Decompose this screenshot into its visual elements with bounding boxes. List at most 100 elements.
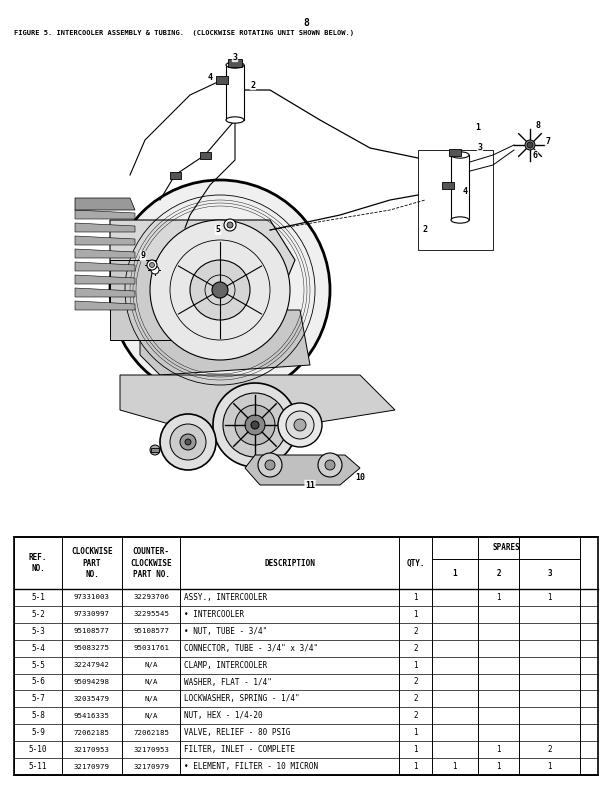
Polygon shape — [75, 288, 135, 297]
Ellipse shape — [226, 117, 244, 123]
Text: N/A: N/A — [144, 662, 158, 668]
Circle shape — [525, 140, 535, 150]
Bar — [226, 65, 244, 120]
Text: 2: 2 — [413, 677, 418, 687]
Text: • ELEMENT, FILTER - 10 MICRON: • ELEMENT, FILTER - 10 MICRON — [184, 762, 319, 771]
Bar — [451, 155, 469, 220]
Text: 2: 2 — [548, 745, 552, 754]
Text: 95031761: 95031761 — [133, 645, 170, 651]
Circle shape — [150, 445, 160, 455]
Text: 1: 1 — [413, 610, 418, 619]
Circle shape — [185, 439, 191, 445]
Text: N/A: N/A — [144, 713, 158, 719]
Text: DESCRIPTION: DESCRIPTION — [264, 558, 315, 568]
Text: 8: 8 — [303, 18, 309, 28]
Text: 2: 2 — [413, 711, 418, 720]
Circle shape — [258, 453, 282, 477]
Text: 5-10: 5-10 — [29, 745, 47, 754]
Text: 5-5: 5-5 — [31, 661, 45, 669]
Text: QTY.: QTY. — [406, 558, 425, 568]
Text: COUNTER-
CLOCKWISE
PART NO.: COUNTER- CLOCKWISE PART NO. — [130, 547, 172, 579]
Text: N/A: N/A — [144, 679, 158, 685]
Text: 1: 1 — [453, 569, 457, 578]
Ellipse shape — [451, 217, 469, 223]
Polygon shape — [140, 310, 310, 375]
Text: 5-2: 5-2 — [31, 610, 45, 619]
Text: 1: 1 — [413, 745, 418, 754]
Bar — [14, 537, 598, 775]
Circle shape — [160, 414, 216, 470]
Text: 72062185: 72062185 — [74, 729, 110, 736]
Circle shape — [150, 220, 290, 360]
Text: • INTERCOOLER: • INTERCOOLER — [184, 610, 245, 619]
Text: 11: 11 — [305, 481, 315, 489]
Text: 2: 2 — [422, 226, 428, 234]
Circle shape — [151, 266, 159, 274]
Text: 9: 9 — [141, 252, 146, 261]
Text: 32295545: 32295545 — [133, 611, 170, 617]
Circle shape — [278, 403, 322, 447]
Text: 97330997: 97330997 — [74, 611, 110, 617]
Text: 32170953: 32170953 — [74, 747, 110, 752]
Text: 5-9: 5-9 — [31, 728, 45, 737]
Polygon shape — [110, 220, 295, 340]
Text: 1: 1 — [496, 593, 501, 602]
Circle shape — [235, 405, 275, 445]
Circle shape — [527, 142, 533, 148]
Text: WASHER, FLAT - 1/4": WASHER, FLAT - 1/4" — [184, 677, 272, 687]
Polygon shape — [120, 375, 395, 430]
Bar — [216, 76, 228, 84]
Bar — [418, 150, 493, 250]
Text: SPARES: SPARES — [492, 543, 520, 553]
Circle shape — [227, 222, 233, 228]
Text: N/A: N/A — [144, 696, 158, 702]
Polygon shape — [75, 198, 135, 210]
Circle shape — [265, 460, 275, 470]
Text: 1: 1 — [496, 745, 501, 754]
Text: CLAMP, INTERCOOLER: CLAMP, INTERCOOLER — [184, 661, 267, 669]
Circle shape — [149, 262, 154, 268]
Text: FIGURE 5. INTERCOOLER ASSEMBLY & TUBING.  (CLOCKWISE ROTATING UNIT SHOWN BELOW.): FIGURE 5. INTERCOOLER ASSEMBLY & TUBING.… — [14, 30, 354, 36]
Text: 10: 10 — [355, 474, 365, 482]
Polygon shape — [245, 455, 360, 485]
Text: REF.
NO.: REF. NO. — [29, 553, 47, 573]
Text: 95083275: 95083275 — [74, 645, 110, 651]
Circle shape — [223, 393, 287, 457]
Polygon shape — [75, 210, 135, 219]
Text: 5-7: 5-7 — [31, 695, 45, 703]
Text: 1: 1 — [413, 762, 418, 771]
Text: 5-11: 5-11 — [29, 762, 47, 771]
Text: 5-1: 5-1 — [31, 593, 45, 602]
Text: 2: 2 — [413, 626, 418, 636]
Circle shape — [170, 424, 206, 460]
Text: CLOCKWISE
PART
NO.: CLOCKWISE PART NO. — [71, 547, 113, 579]
Text: 1: 1 — [476, 124, 480, 132]
Text: 32170953: 32170953 — [133, 747, 170, 752]
Text: 95108577: 95108577 — [133, 628, 170, 634]
Text: NUT, HEX - 1/4-20: NUT, HEX - 1/4-20 — [184, 711, 263, 720]
Circle shape — [245, 415, 265, 435]
Text: 1: 1 — [413, 728, 418, 737]
Text: 1: 1 — [453, 762, 457, 771]
Text: 2: 2 — [250, 81, 255, 89]
Text: 72062185: 72062185 — [133, 729, 170, 736]
Text: 2: 2 — [413, 644, 418, 653]
Polygon shape — [110, 260, 175, 340]
Text: FILTER, INLET - COMPLETE: FILTER, INLET - COMPLETE — [184, 745, 296, 754]
Circle shape — [147, 260, 157, 270]
Text: 2: 2 — [496, 569, 501, 578]
Text: 4: 4 — [207, 74, 212, 82]
Circle shape — [213, 383, 297, 467]
Text: 8: 8 — [536, 120, 540, 130]
Circle shape — [190, 260, 250, 320]
Polygon shape — [75, 236, 135, 245]
Text: 5-3: 5-3 — [31, 626, 45, 636]
Bar — [228, 59, 242, 67]
Text: 1: 1 — [496, 762, 501, 771]
Circle shape — [318, 453, 342, 477]
Text: 32035479: 32035479 — [74, 696, 110, 702]
Polygon shape — [75, 249, 135, 258]
Bar — [200, 151, 211, 158]
Circle shape — [286, 411, 314, 439]
Bar — [449, 148, 461, 155]
